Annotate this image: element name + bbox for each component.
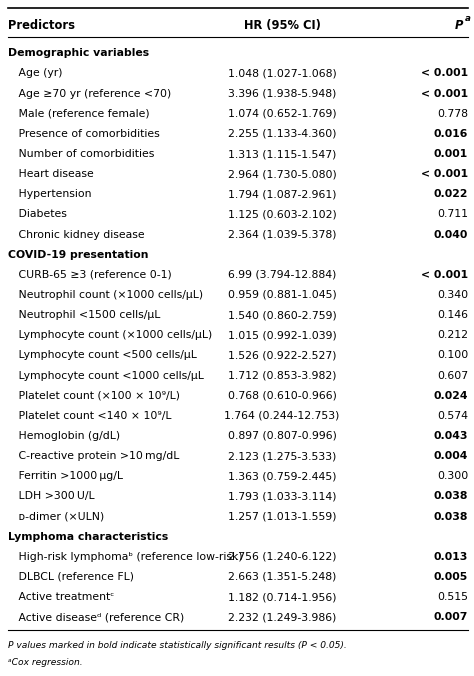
- Text: < 0.001: < 0.001: [421, 270, 468, 280]
- Text: Ferritin >1000 μg/L: Ferritin >1000 μg/L: [8, 471, 123, 481]
- Text: 0.711: 0.711: [437, 210, 468, 220]
- Text: Hypertension: Hypertension: [8, 189, 91, 199]
- Text: Lymphoma characteristics: Lymphoma characteristics: [8, 531, 168, 541]
- Text: 0.959 (0.881-1.045): 0.959 (0.881-1.045): [228, 290, 337, 300]
- Text: a: a: [465, 14, 471, 22]
- Text: 0.212: 0.212: [437, 331, 468, 340]
- Text: 0.040: 0.040: [434, 230, 468, 239]
- Text: < 0.001: < 0.001: [421, 89, 468, 99]
- Text: 1.015 (0.992-1.039): 1.015 (0.992-1.039): [228, 331, 337, 340]
- Text: Hemoglobin (g/dL): Hemoglobin (g/dL): [8, 431, 120, 441]
- Text: 2.756 (1.240-6.122): 2.756 (1.240-6.122): [228, 552, 336, 562]
- Text: Lymphocyte count (×1000 cells/μL): Lymphocyte count (×1000 cells/μL): [8, 331, 212, 340]
- Text: 0.778: 0.778: [437, 109, 468, 119]
- Text: HR (95% CI): HR (95% CI): [244, 19, 320, 32]
- Text: Platelet count (×100 × 10⁹/L): Platelet count (×100 × 10⁹/L): [8, 391, 180, 401]
- Text: Heart disease: Heart disease: [8, 169, 94, 179]
- Text: Lymphocyte count <1000 cells/μL: Lymphocyte count <1000 cells/μL: [8, 370, 204, 381]
- Text: 0.607: 0.607: [437, 370, 468, 381]
- Text: 1.794 (1.087-2.961): 1.794 (1.087-2.961): [228, 189, 336, 199]
- Text: 1.793 (1.033-3.114): 1.793 (1.033-3.114): [228, 491, 336, 502]
- Text: 2.232 (1.249-3.986): 2.232 (1.249-3.986): [228, 612, 336, 622]
- Text: 2.663 (1.351-5.248): 2.663 (1.351-5.248): [228, 572, 336, 582]
- Text: 0.016: 0.016: [434, 129, 468, 139]
- Text: 1.363 (0.759-2.445): 1.363 (0.759-2.445): [228, 471, 336, 481]
- Text: 2.255 (1.133-4.360): 2.255 (1.133-4.360): [228, 129, 336, 139]
- Text: C-reactive protein >10 mg/dL: C-reactive protein >10 mg/dL: [8, 451, 179, 461]
- Text: LDH >300 U/L: LDH >300 U/L: [8, 491, 95, 502]
- Text: COVID-19 presentation: COVID-19 presentation: [8, 249, 148, 260]
- Text: 0.001: 0.001: [434, 149, 468, 159]
- Text: 0.038: 0.038: [434, 491, 468, 502]
- Text: Age ≥70 yr (reference <70): Age ≥70 yr (reference <70): [8, 89, 171, 99]
- Text: < 0.001: < 0.001: [421, 68, 468, 78]
- Text: P values marked in bold indicate statistically significant results (P < 0.05).: P values marked in bold indicate statist…: [8, 642, 347, 650]
- Text: 6.99 (3.794-12.884): 6.99 (3.794-12.884): [228, 270, 336, 280]
- Text: 0.005: 0.005: [434, 572, 468, 582]
- Text: < 0.001: < 0.001: [421, 169, 468, 179]
- Text: 0.574: 0.574: [437, 411, 468, 421]
- Text: 1.257 (1.013-1.559): 1.257 (1.013-1.559): [228, 512, 336, 521]
- Text: 1.712 (0.853-3.982): 1.712 (0.853-3.982): [228, 370, 336, 381]
- Text: Neutrophil count (×1000 cells/μL): Neutrophil count (×1000 cells/μL): [8, 290, 203, 300]
- Text: 0.013: 0.013: [434, 552, 468, 562]
- Text: CURB-65 ≥3 (reference 0-1): CURB-65 ≥3 (reference 0-1): [8, 270, 172, 280]
- Text: 0.897 (0.807-0.996): 0.897 (0.807-0.996): [228, 431, 337, 441]
- Text: Chronic kidney disease: Chronic kidney disease: [8, 230, 145, 239]
- Text: 0.340: 0.340: [437, 290, 468, 300]
- Text: High-risk lymphomaᵇ (reference low-risk): High-risk lymphomaᵇ (reference low-risk): [8, 552, 243, 562]
- Text: 1.048 (1.027-1.068): 1.048 (1.027-1.068): [228, 68, 337, 78]
- Text: ᵃCox regression.: ᵃCox regression.: [8, 658, 82, 667]
- Text: 0.007: 0.007: [434, 612, 468, 622]
- Text: 0.022: 0.022: [434, 189, 468, 199]
- Text: 2.364 (1.039-5.378): 2.364 (1.039-5.378): [228, 230, 336, 239]
- Text: 0.515: 0.515: [437, 592, 468, 602]
- Text: 2.964 (1.730-5.080): 2.964 (1.730-5.080): [228, 169, 337, 179]
- Text: 1.125 (0.603-2.102): 1.125 (0.603-2.102): [228, 210, 337, 220]
- Text: 2.123 (1.275-3.533): 2.123 (1.275-3.533): [228, 451, 336, 461]
- Text: P: P: [455, 19, 463, 32]
- Text: ᴅ-dimer (×ULN): ᴅ-dimer (×ULN): [8, 512, 104, 521]
- Text: Diabetes: Diabetes: [8, 210, 67, 220]
- Text: Active treatmentᶜ: Active treatmentᶜ: [8, 592, 114, 602]
- Text: 0.100: 0.100: [437, 350, 468, 360]
- Text: Predictors: Predictors: [8, 19, 75, 32]
- Text: 3.396 (1.938-5.948): 3.396 (1.938-5.948): [228, 89, 336, 99]
- Text: DLBCL (reference FL): DLBCL (reference FL): [8, 572, 134, 582]
- Text: 0.768 (0.610-0.966): 0.768 (0.610-0.966): [228, 391, 337, 401]
- Text: 0.024: 0.024: [434, 391, 468, 401]
- Text: Lymphocyte count <500 cells/μL: Lymphocyte count <500 cells/μL: [8, 350, 197, 360]
- Text: Demographic variables: Demographic variables: [8, 48, 149, 58]
- Text: Platelet count <140 × 10⁹/L: Platelet count <140 × 10⁹/L: [8, 411, 172, 421]
- Text: 1.182 (0.714-1.956): 1.182 (0.714-1.956): [228, 592, 336, 602]
- Text: 0.038: 0.038: [434, 512, 468, 521]
- Text: 1.540 (0.860-2.759): 1.540 (0.860-2.759): [228, 310, 337, 320]
- Text: Age (yr): Age (yr): [8, 68, 63, 78]
- Text: Neutrophil <1500 cells/μL: Neutrophil <1500 cells/μL: [8, 310, 160, 320]
- Text: Male (reference female): Male (reference female): [8, 109, 150, 119]
- Text: Number of comorbidities: Number of comorbidities: [8, 149, 155, 159]
- Text: Presence of comorbidities: Presence of comorbidities: [8, 129, 160, 139]
- Text: 0.004: 0.004: [434, 451, 468, 461]
- Text: 1.313 (1.115-1.547): 1.313 (1.115-1.547): [228, 149, 336, 159]
- Text: 1.074 (0.652-1.769): 1.074 (0.652-1.769): [228, 109, 337, 119]
- Text: 1.764 (0.244-12.753): 1.764 (0.244-12.753): [224, 411, 340, 421]
- Text: 0.146: 0.146: [437, 310, 468, 320]
- Text: 0.300: 0.300: [437, 471, 468, 481]
- Text: Active diseaseᵈ (reference CR): Active diseaseᵈ (reference CR): [8, 612, 184, 622]
- Text: 0.043: 0.043: [434, 431, 468, 441]
- Text: 1.526 (0.922-2.527): 1.526 (0.922-2.527): [228, 350, 336, 360]
